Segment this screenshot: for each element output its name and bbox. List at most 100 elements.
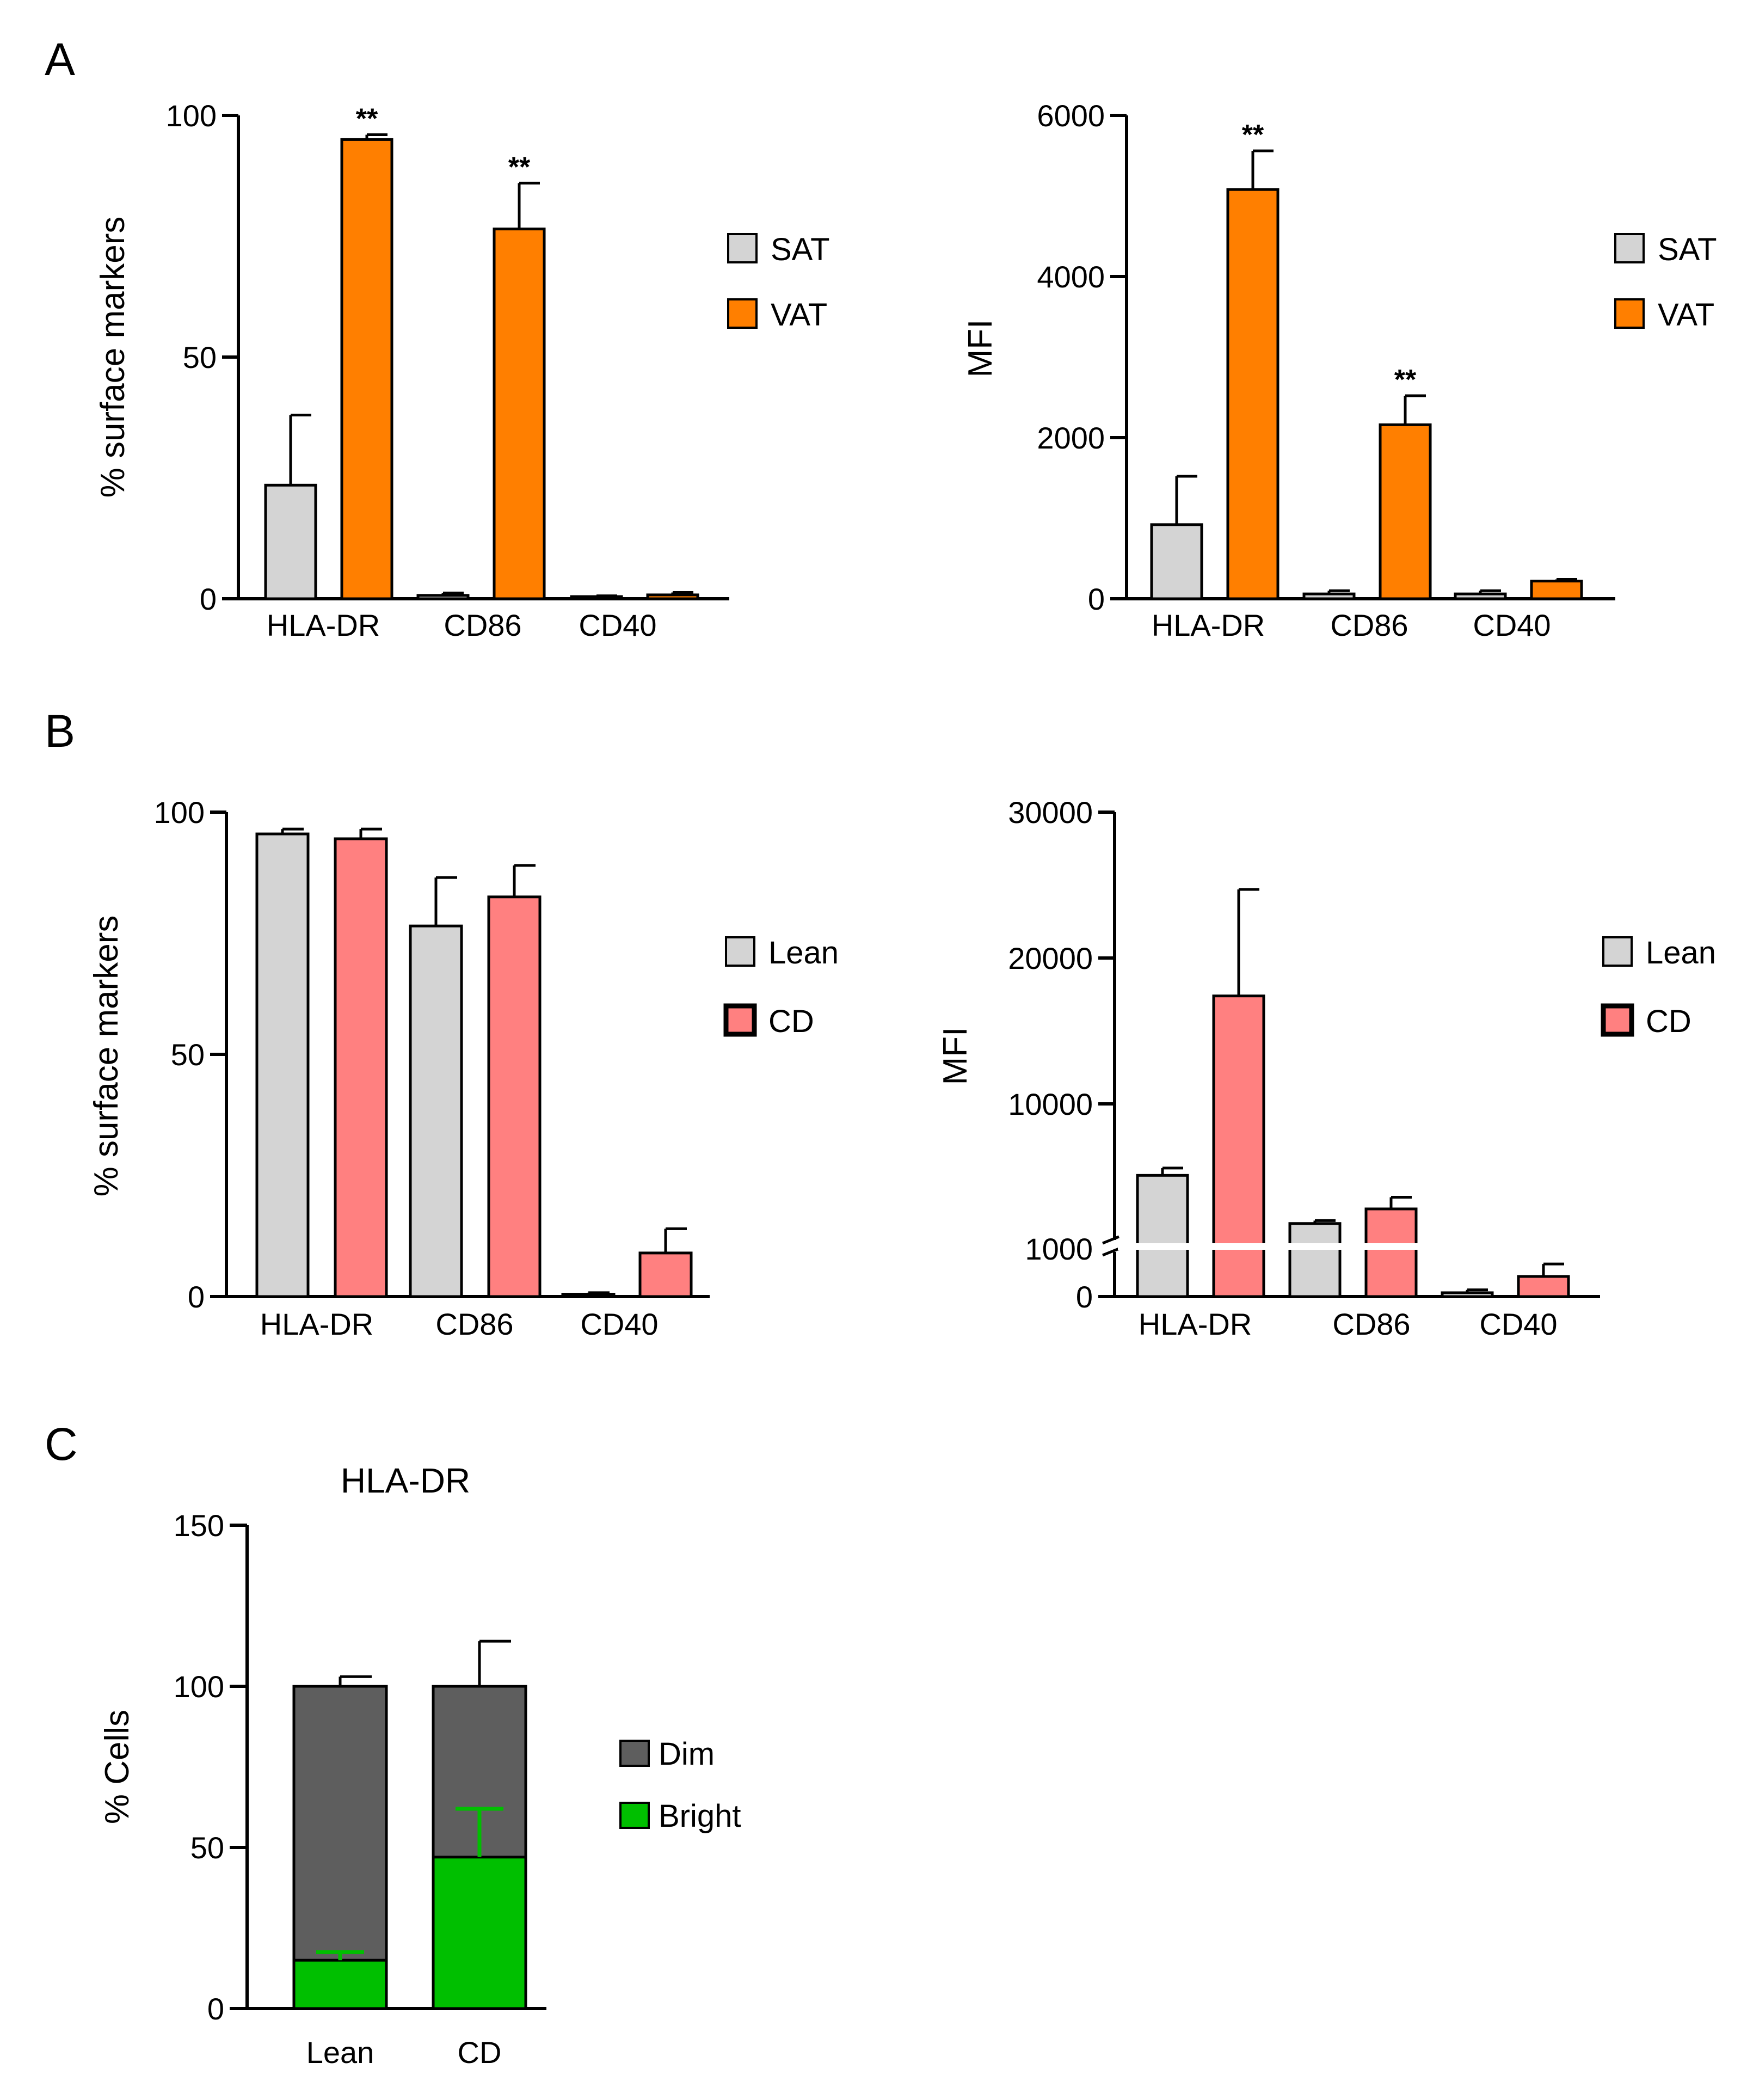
legend-swatch-vat (727, 298, 758, 329)
bar-sat-cd86 (1302, 592, 1356, 600)
legend-swatch-vat (1614, 298, 1645, 329)
chart-a-right: 0 2000 4000 6000 ** ** HLA-DR CD86 CD40 MFI SAT VAT (962, 99, 1717, 642)
bar-cd-hla-dr (1212, 994, 1265, 1298)
x-tick-label: CD86 (435, 1307, 513, 1341)
bar-lean-cd86 (409, 924, 463, 1298)
y-axis-title: % surface markers (94, 217, 132, 498)
legend-label-bright: Bright (659, 1798, 741, 1834)
y-tick-label: 100 (174, 1669, 224, 1704)
y-tick-label: 10000 (1008, 1087, 1093, 1121)
y-tick-label: 0 (207, 1992, 224, 2026)
bar-bright-cd (432, 1856, 527, 2010)
legend-label-lean: Lean (1646, 935, 1716, 971)
x-tick-label: CD (458, 2035, 502, 2070)
x-tick-label: HLA-DR (1152, 608, 1265, 642)
x-tick-label: CD86 (1330, 608, 1408, 642)
bar-cd-hla-dr (334, 837, 388, 1298)
y-tick-label: 0 (188, 1280, 205, 1314)
axis-break-mark (1102, 1247, 1119, 1257)
panel-letter-b: B (45, 705, 75, 757)
chart-b-left: 0 50 100 HLA-DR CD86 CD40 % surface markers Lea… (88, 795, 839, 1341)
y-tick-label: 100 (154, 795, 205, 830)
bar-lean-cd86 (1288, 1222, 1342, 1298)
y-tick-label: 6000 (1037, 99, 1105, 133)
x-tick-label: CD40 (1473, 608, 1551, 642)
bar-cd-cd86 (487, 895, 542, 1298)
bar-lean-cd40 (1441, 1291, 1494, 1298)
legend-label-sat: SAT (1658, 232, 1717, 267)
bar-vat-cd40 (646, 593, 699, 600)
y-tick-label: 50 (183, 340, 217, 374)
y-tick-label: 30000 (1008, 795, 1093, 830)
bar-vat-cd86 (493, 228, 546, 600)
legend-label-vat: VAT (1658, 297, 1714, 333)
axis-break-mark (1102, 1235, 1119, 1245)
legend-label-lean: Lean (768, 935, 839, 971)
y-tick-label: 50 (190, 1831, 224, 1865)
y-axis-title: MFI (962, 320, 999, 378)
y-tick-label: 0 (1088, 582, 1105, 616)
y-tick-label: 1000 (1025, 1232, 1093, 1266)
y-tick-label: 150 (174, 1508, 224, 1543)
legend-label-cd: CD (1646, 1004, 1691, 1039)
legend-swatch-sat (1614, 233, 1645, 263)
x-tick-label: CD40 (579, 608, 656, 642)
legend-swatch-cd (1601, 1003, 1634, 1037)
chart-a-left: 0 50 100 ** ** HLA-DR CD86 CD40 % surface marker… (94, 99, 830, 642)
bar-vat-cd86 (1379, 423, 1432, 600)
legend-swatch-cd (723, 1003, 757, 1037)
y-axis-title: MFI (937, 1027, 974, 1085)
bar-vat-hla-dr (340, 138, 393, 600)
bar-vat-cd40 (1530, 579, 1583, 600)
x-tick-label: CD40 (1479, 1307, 1557, 1341)
x-tick-label: HLA-DR (260, 1307, 373, 1341)
bar-sat-cd86 (416, 594, 470, 600)
bar-lean-cd40 (561, 1293, 616, 1298)
y-tick-label: 0 (200, 582, 217, 616)
bar-cd-cd86 (1364, 1207, 1418, 1298)
significance-label: ** (508, 151, 531, 183)
bar-sat-hla-dr (1150, 523, 1203, 600)
significance-label: ** (1242, 119, 1264, 151)
y-tick-label: 50 (171, 1037, 205, 1072)
y-tick-label: 2000 (1037, 421, 1105, 455)
legend-label-vat: VAT (771, 297, 827, 333)
bar-sat-cd40 (1454, 592, 1507, 600)
legend-swatch-lean (725, 936, 755, 967)
x-tick-label: CD86 (444, 608, 521, 642)
panel-letter-a: A (45, 34, 75, 85)
significance-label: ** (356, 103, 378, 135)
chart-title: HLA-DR (341, 1461, 470, 1500)
y-tick-label: 20000 (1008, 941, 1093, 975)
x-tick-label: Lean (306, 2035, 374, 2070)
chart-c: HLA-DR 0 50 100 150 Lean CD % Cells Dim Bright (99, 1461, 741, 2070)
bar-cd-cd40 (1517, 1275, 1570, 1298)
y-tick-label: 4000 (1037, 260, 1105, 294)
legend-label-sat: SAT (771, 232, 830, 267)
bar-cd-cd40 (638, 1251, 693, 1298)
x-tick-label: HLA-DR (267, 608, 380, 642)
y-tick-label: 100 (166, 99, 217, 133)
bar-break-band (1118, 1243, 1600, 1250)
legend-swatch-dim (619, 1740, 650, 1767)
bar-bright-lean (292, 1958, 388, 2010)
legend-label-dim: Dim (659, 1736, 715, 1772)
x-tick-label: HLA-DR (1139, 1307, 1252, 1341)
significance-label: ** (1394, 364, 1417, 396)
panel-letter-c: C (45, 1419, 78, 1470)
bar-lean-hla-dr (1136, 1174, 1189, 1298)
chart-b-right: 0 1000 10000 20000 30000 HLA-DR CD86 CD40 MFI Lea… (937, 795, 1716, 1341)
legend-swatch-sat (727, 233, 758, 263)
bar-vat-hla-dr (1226, 188, 1280, 600)
x-tick-label: CD40 (580, 1307, 658, 1341)
x-tick-label: CD86 (1332, 1307, 1410, 1341)
legend-swatch-bright (619, 1802, 650, 1829)
bar-lean-hla-dr (255, 832, 310, 1298)
legend-swatch-lean (1602, 936, 1633, 967)
y-axis-title: % surface markers (88, 916, 125, 1197)
y-tick-label: 0 (1076, 1280, 1093, 1314)
legend-label-cd: CD (768, 1004, 814, 1039)
bar-sat-hla-dr (264, 483, 317, 600)
y-axis-title: % Cells (99, 1710, 136, 1824)
